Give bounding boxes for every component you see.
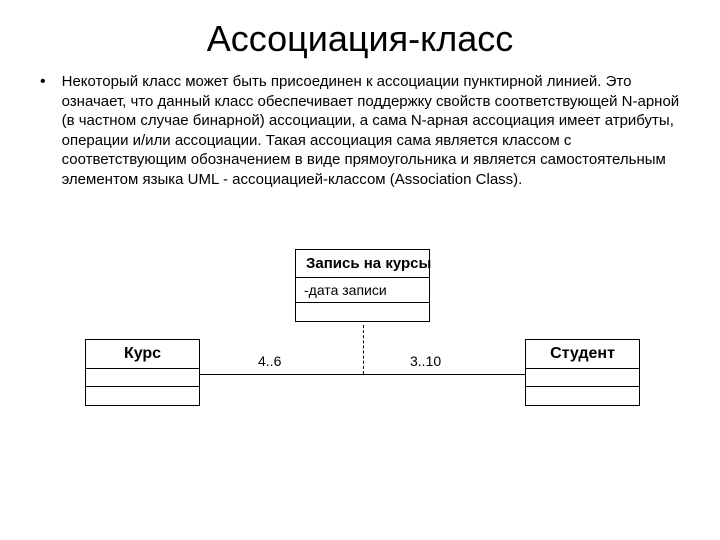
description-bullet: • Некоторый класс может быть присоединен… [0, 72, 720, 199]
class-course-ops [86, 387, 199, 405]
bullet-marker: • [40, 72, 62, 189]
class-enrollment-attr-0: -дата записи [296, 278, 429, 303]
class-student: Студент [525, 339, 640, 406]
class-student-ops [526, 387, 639, 405]
class-course: Курс [85, 339, 200, 406]
class-enrollment: Запись на курсы -дата записи [295, 249, 430, 322]
bullet-text: Некоторый класс может быть присоединен к… [62, 72, 680, 189]
dashed-link [363, 325, 364, 374]
multiplicity-left: 4..6 [258, 353, 281, 369]
class-course-title: Курс [86, 340, 199, 369]
class-student-attrs [526, 369, 639, 387]
multiplicity-right: 3..10 [410, 353, 441, 369]
class-enrollment-ops [296, 303, 429, 321]
class-student-title: Студент [526, 340, 639, 369]
class-course-attrs [86, 369, 199, 387]
association-line [200, 374, 525, 375]
class-enrollment-title: Запись на курсы [296, 250, 429, 278]
uml-diagram: 4..6 3..10 Курс Студент Запись на курсы … [0, 199, 720, 479]
page-title: Ассоциация-класс [0, 0, 720, 72]
